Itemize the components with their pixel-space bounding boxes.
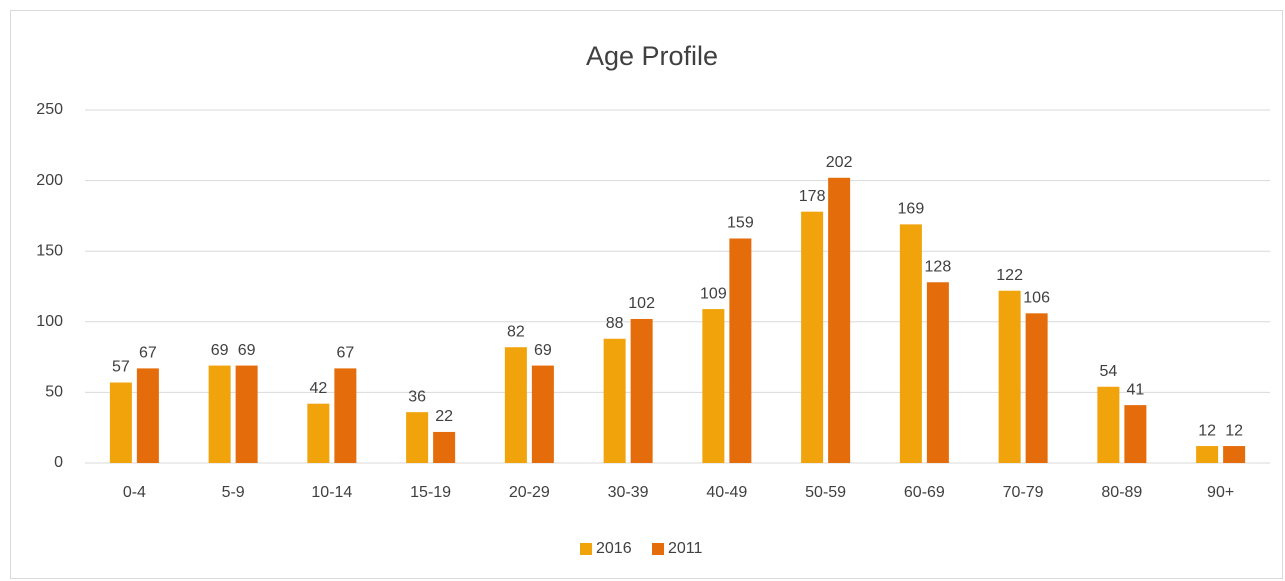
x-tick-label: 60-69 [904, 484, 945, 501]
data-label: 42 [309, 380, 327, 397]
data-label: 36 [408, 388, 426, 405]
x-tick-label: 70-79 [1003, 484, 1044, 501]
bar [702, 309, 725, 463]
data-label: 102 [628, 295, 655, 312]
bar [334, 368, 357, 463]
bar [1097, 386, 1120, 463]
y-tick-label: 100 [36, 313, 63, 330]
data-label: 178 [799, 188, 826, 205]
y-tick-label: 50 [45, 384, 63, 401]
x-tick-label: 90+ [1207, 484, 1234, 501]
data-label: 106 [1023, 290, 1050, 307]
legend-swatch [652, 543, 664, 555]
x-tick-label: 0-4 [123, 484, 146, 501]
data-label: 22 [435, 408, 453, 425]
bar [109, 382, 132, 463]
data-label: 82 [507, 323, 525, 340]
chart-border [10, 10, 1283, 579]
data-label: 69 [238, 342, 256, 359]
bar [136, 368, 159, 463]
bar [1223, 446, 1246, 463]
y-tick-label: 150 [36, 242, 63, 259]
data-label: 12 [1198, 422, 1216, 439]
data-label: 57 [112, 359, 130, 376]
data-label: 169 [898, 201, 925, 218]
data-label: 159 [727, 215, 754, 232]
bar [998, 290, 1021, 463]
legend-swatch [580, 543, 592, 555]
data-label: 67 [336, 345, 354, 362]
legend-label: 2016 [596, 540, 632, 557]
bar [406, 412, 429, 463]
data-label: 69 [211, 342, 229, 359]
data-label: 128 [925, 258, 952, 275]
data-label: 69 [534, 342, 552, 359]
bar [531, 365, 554, 463]
data-label: 122 [996, 267, 1023, 284]
bar [603, 338, 626, 463]
bar [307, 403, 330, 463]
bar [630, 318, 653, 463]
x-tick-label: 5-9 [222, 484, 245, 501]
chart-title: Age Profile [586, 41, 718, 71]
data-label: 41 [1126, 381, 1144, 398]
bar [433, 431, 456, 463]
x-tick-label: 20-29 [509, 484, 550, 501]
x-tick-label: 80-89 [1101, 484, 1142, 501]
data-label: 54 [1099, 363, 1117, 380]
data-label: 12 [1225, 422, 1243, 439]
x-tick-label: 30-39 [608, 484, 649, 501]
x-tick-label: 10-14 [311, 484, 352, 501]
y-tick-label: 250 [36, 101, 63, 118]
data-label: 202 [826, 154, 853, 171]
bar [828, 177, 851, 463]
bar [926, 282, 949, 463]
bar [729, 238, 752, 463]
x-tick-label: 15-19 [410, 484, 451, 501]
data-label: 88 [606, 315, 624, 332]
bar [801, 211, 824, 463]
bar [1124, 405, 1147, 463]
bar [899, 224, 922, 463]
bar [208, 365, 231, 463]
y-tick-label: 200 [36, 172, 63, 189]
x-tick-label: 50-59 [805, 484, 846, 501]
x-tick-label: 40-49 [706, 484, 747, 501]
bar [235, 365, 258, 463]
data-label: 67 [139, 345, 157, 362]
bar [504, 347, 527, 463]
legend-label: 2011 [668, 540, 703, 557]
bar [1196, 446, 1219, 463]
data-label: 109 [700, 285, 727, 302]
y-tick-label: 0 [54, 454, 63, 471]
bar [1025, 313, 1048, 463]
